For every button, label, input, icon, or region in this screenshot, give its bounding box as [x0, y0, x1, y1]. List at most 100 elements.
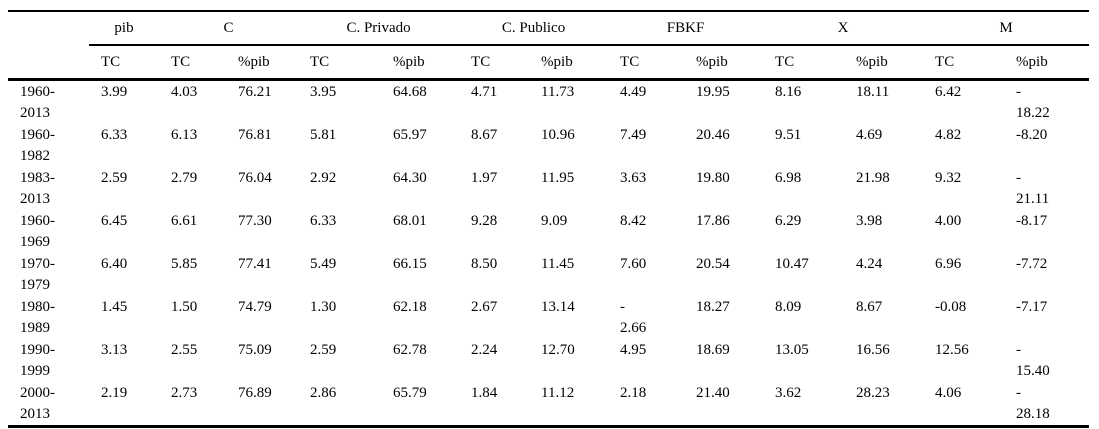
- value-cell: 6.33: [310, 213, 337, 229]
- table-row: 1983- 2013 2.59 2.79 76.04 2.92 64.30 1.97 11.9…: [8, 167, 1089, 210]
- period-cell: 1980- 1989: [20, 299, 55, 336]
- period-cell: 1990- 1999: [20, 342, 55, 379]
- value-cell: 1.50: [171, 299, 198, 315]
- value-cell: 2.18: [620, 385, 647, 401]
- value-cell: 3.98: [856, 213, 883, 229]
- value-cell: 2.55: [171, 342, 198, 358]
- value-cell: 21.40: [696, 385, 730, 401]
- value-cell: 9.51: [775, 127, 802, 143]
- group-header-cell: C. Publico: [459, 11, 609, 46]
- growth-and-share-table: pib C C. Privado C. Publico FBKF X M TC TC %pib T…: [8, 10, 1090, 428]
- value-cell: 3.62: [775, 385, 802, 401]
- table-row: 1960- 1969 6.45 6.61 77.30 6.33 68.01 9.28 9.09…: [8, 210, 1089, 253]
- value-cell: 64.30: [393, 170, 427, 186]
- value-cell: -0.08: [935, 299, 967, 315]
- group-header-cell: M: [923, 11, 1090, 46]
- value-cell: 4.82: [935, 127, 962, 143]
- value-cell: 11.95: [541, 170, 575, 186]
- value-cell: 3.99: [101, 84, 128, 100]
- period-cell: 1960- 1969: [20, 213, 55, 250]
- value-cell: 5.85: [171, 256, 198, 272]
- value-cell: 8.16: [775, 84, 802, 100]
- value-cell: 5.81: [310, 127, 337, 143]
- value-cell: -8.17: [1016, 213, 1048, 229]
- value-cell: 5.49: [310, 256, 337, 272]
- value-cell: 9.32: [935, 170, 962, 186]
- value-cell: 8.42: [620, 213, 647, 229]
- value-cell: 11.73: [541, 84, 575, 100]
- value-cell: -7.17: [1016, 299, 1048, 315]
- value-cell: 10.47: [775, 256, 809, 272]
- sub-header-cell: %pib: [226, 45, 299, 81]
- value-cell: 2.59: [101, 170, 128, 186]
- corner-cell: [8, 11, 89, 45]
- value-cell: 2.24: [471, 342, 498, 358]
- corner-cell: [8, 45, 89, 81]
- value-cell: 19.95: [696, 84, 730, 100]
- value-cell: 64.68: [393, 84, 427, 100]
- sub-header-cell: %pib: [381, 45, 460, 81]
- table-row: 1960- 1982 6.33 6.13 76.81 5.81 65.97 8.67 10.9…: [8, 124, 1089, 167]
- value-cell: 66.15: [393, 256, 427, 272]
- value-cell: 3.63: [620, 170, 647, 186]
- value-cell: 6.45: [101, 213, 128, 229]
- value-cell: 2.79: [171, 170, 198, 186]
- sub-header-cell: %pib: [844, 45, 924, 81]
- value-cell: 18.27: [696, 299, 730, 315]
- value-cell: 2.73: [171, 385, 198, 401]
- period-cell: 1960- 1982: [20, 127, 55, 164]
- value-cell: 4.00: [935, 213, 962, 229]
- period-cell: 2000- 2013: [20, 385, 55, 422]
- value-cell: 16.56: [856, 342, 890, 358]
- sub-header-cell: TC: [923, 45, 1005, 81]
- value-cell: 7.49: [620, 127, 647, 143]
- value-cell: 21.98: [856, 170, 890, 186]
- value-cell: 6.29: [775, 213, 802, 229]
- value-cell: 12.70: [541, 342, 575, 358]
- value-cell: 6.40: [101, 256, 128, 272]
- value-cell: 77.30: [238, 213, 272, 229]
- table-row: 1960- 2013 3.99 4.03 76.21 3.95 64.68 4.71 11.7…: [8, 80, 1089, 125]
- value-cell: 6.98: [775, 170, 802, 186]
- value-cell: - 21.11: [1016, 170, 1050, 207]
- value-cell: 10.96: [541, 127, 575, 143]
- value-cell: 18.69: [696, 342, 730, 358]
- value-cell: 20.54: [696, 256, 730, 272]
- value-cell: 6.61: [171, 213, 198, 229]
- value-cell: 75.09: [238, 342, 272, 358]
- group-header-cell: C. Privado: [298, 11, 460, 46]
- value-cell: 4.71: [471, 84, 498, 100]
- value-cell: 77.41: [238, 256, 272, 272]
- value-cell: 8.09: [775, 299, 802, 315]
- table-row: 1990- 1999 3.13 2.55 75.09 2.59 62.78 2.24 12.7…: [8, 339, 1089, 382]
- sub-header-cell: TC: [298, 45, 382, 81]
- value-cell: 76.04: [238, 170, 272, 186]
- group-header-cell: X: [763, 11, 924, 46]
- value-cell: 7.60: [620, 256, 647, 272]
- value-cell: 8.50: [471, 256, 498, 272]
- value-cell: - 2.66: [620, 299, 647, 336]
- sub-header-cell: %pib: [1004, 45, 1090, 81]
- value-cell: 76.81: [238, 127, 272, 143]
- period-cell: 1970- 1979: [20, 256, 55, 293]
- value-cell: 6.13: [171, 127, 198, 143]
- value-cell: 12.56: [935, 342, 969, 358]
- value-cell: 4.49: [620, 84, 647, 100]
- value-cell: 13.05: [775, 342, 809, 358]
- value-cell: 4.24: [856, 256, 883, 272]
- value-cell: 2.86: [310, 385, 337, 401]
- value-cell: 6.33: [101, 127, 128, 143]
- value-cell: 3.13: [101, 342, 128, 358]
- value-cell: 1.97: [471, 170, 498, 186]
- sub-header-cell: TC: [159, 45, 226, 81]
- group-header-row: pib C C. Privado C. Publico FBKF X M: [8, 11, 1090, 46]
- value-cell: 3.95: [310, 84, 337, 100]
- value-cell: -8.20: [1016, 127, 1048, 143]
- value-cell: 8.67: [856, 299, 883, 315]
- value-cell: 1.84: [471, 385, 498, 401]
- value-cell: 2.59: [310, 342, 337, 358]
- period-cell: 1960- 2013: [20, 84, 55, 121]
- value-cell: 4.06: [935, 385, 962, 401]
- value-cell: 74.79: [238, 299, 272, 315]
- value-cell: 62.78: [393, 342, 427, 358]
